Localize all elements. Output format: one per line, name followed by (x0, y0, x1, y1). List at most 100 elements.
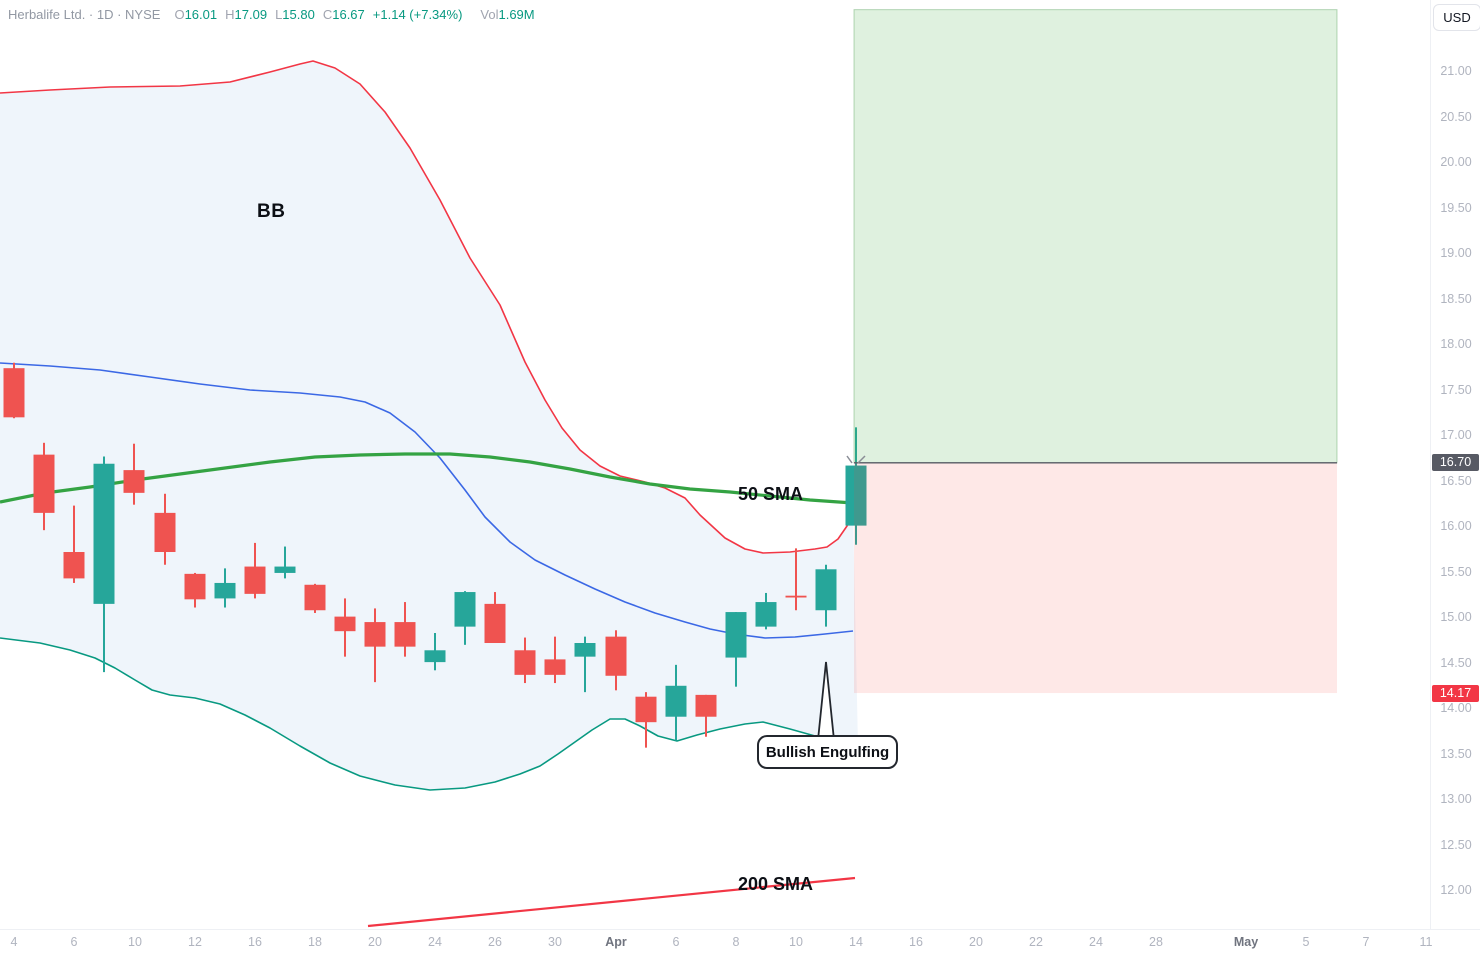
price-axis-label: 13.00 (1440, 792, 1472, 807)
chart-svg (0, 9, 1338, 928)
bb-fill (0, 61, 858, 790)
time-axis-label: 4 (10, 935, 18, 949)
time-axis-label: 20 (969, 935, 983, 949)
candlestick (845, 465, 867, 526)
candlestick (93, 463, 115, 604)
volume-value: 1.69M (498, 7, 535, 22)
candlestick (514, 650, 536, 675)
time-axis-label: May (1233, 935, 1259, 949)
ohlc-value: 15.80 (282, 7, 315, 22)
symbol-legend: Herbalife Ltd. · 1D · NYSE O16.01 H17.09 L… (8, 7, 535, 22)
candlestick (424, 650, 446, 663)
candlestick (123, 470, 145, 493)
time-axis-label: 7 (1362, 935, 1370, 949)
candlestick (815, 569, 837, 611)
time-axis-label: 16 (909, 935, 923, 949)
drawing-anchor-icon (846, 455, 866, 464)
time-axis-label: 24 (1089, 935, 1103, 949)
sma200-indicator-label: 200 SMA (738, 874, 814, 894)
bb-upper-line[interactable] (0, 60, 854, 554)
candlestick (574, 643, 596, 657)
time-axis-label: 26 (488, 935, 502, 949)
time-axis-label: 6 (70, 935, 78, 949)
ohlc-group: O16.01 H17.09 L15.80 C16.67 (174, 7, 372, 22)
price-axis-label: 17.00 (1440, 428, 1472, 443)
time-axis-label: 14 (849, 935, 863, 949)
time-axis-label: 10 (128, 935, 142, 949)
ohlc-letter: L (275, 7, 283, 22)
sma50-indicator-label: 50 SMA (738, 484, 804, 504)
sma200-line[interactable] (367, 876, 856, 928)
price-axis-label: 15.50 (1440, 564, 1472, 579)
candlestick (695, 694, 717, 717)
long-position-target-box[interactable] (853, 9, 1338, 464)
candlestick (274, 566, 296, 573)
candlestick (184, 573, 206, 600)
time-axis[interactable]: 4 6 10 12 16 18 20 24 26 30 Apr 6 8 10 14 16 20 22 24 28 May… (0, 929, 1480, 955)
price-axis-label: 17.50 (1440, 382, 1472, 397)
ohlc-item: O16.01 (174, 7, 217, 22)
price-axis[interactable]: 21.00 20.50 20.00 19.50 19.00 18.50 18.00 17.50… (1430, 0, 1480, 929)
price-axis-label: 19.00 (1440, 246, 1472, 261)
price-axis-label: 16.50 (1440, 473, 1472, 488)
candlestick (484, 603, 506, 644)
stop-price-badge: 14.17 (1432, 684, 1479, 702)
ohlc-item: L15.80 (275, 7, 315, 22)
time-axis-label: 12 (188, 935, 202, 949)
price-axis-label: 15.00 (1440, 610, 1472, 625)
price-axis-label: 12.50 (1440, 837, 1472, 852)
chart-area[interactable]: Herbalife Ltd. · 1D · NYSE O16.01 H17.09 L… (0, 0, 1430, 929)
candlestick (785, 595, 807, 598)
candlestick (755, 602, 777, 627)
ohlc-value: 16.67 (332, 7, 365, 22)
candlestick (33, 454, 55, 513)
time-axis-label: Apr (605, 935, 627, 949)
time-axis-label: 6 (672, 935, 680, 949)
time-axis-label: 18 (308, 935, 322, 949)
bullish-engulfing-callout[interactable]: Bullish Engulfing (757, 735, 898, 769)
price-axis-label: 14.00 (1440, 701, 1472, 716)
price-axis-label: 18.50 (1440, 291, 1472, 306)
candlestick (334, 616, 356, 632)
ohlc-item: C16.67 (323, 7, 365, 22)
candlestick (665, 685, 687, 717)
candlestick (304, 584, 326, 611)
price-axis-label: 19.50 (1440, 200, 1472, 215)
long-position-stop-box[interactable] (854, 462, 1337, 694)
candlestick (635, 696, 657, 723)
ohlc-letter: C (322, 7, 333, 22)
price-axis-label: 20.00 (1440, 155, 1472, 170)
time-axis-label: 24 (428, 935, 442, 949)
entry-price-badge: 16.70 (1432, 454, 1479, 472)
candlestick (364, 622, 386, 647)
time-axis-label: 5 (1302, 935, 1310, 949)
price-axis-label: 18.00 (1440, 337, 1472, 352)
volume-group: Vol1.69M (480, 7, 534, 22)
candlestick (605, 636, 627, 676)
price-axis-label: 20.50 (1440, 109, 1472, 124)
candlestick (454, 592, 476, 627)
candlestick (63, 552, 85, 579)
ohlc-value: 16.01 (184, 7, 218, 22)
change-value: +1.14 (+7.34%) (372, 7, 463, 22)
price-axis-label: 13.50 (1440, 746, 1472, 761)
candlestick (3, 368, 25, 418)
bb-indicator-label: BB (257, 201, 286, 222)
price-axis-label: 14.50 (1440, 655, 1472, 670)
sma50-line[interactable] (0, 452, 854, 505)
symbol-title[interactable]: Herbalife Ltd. · 1D · NYSE (8, 7, 161, 22)
candlestick (154, 512, 176, 553)
candlestick (244, 566, 266, 594)
bb-lower-line[interactable] (0, 637, 859, 791)
price-axis-label: 21.00 (1440, 64, 1472, 79)
candlestick (394, 622, 416, 647)
candlestick (725, 612, 747, 658)
price-axis-label: 16.00 (1440, 519, 1472, 534)
currency-button[interactable]: USD (1433, 4, 1480, 31)
time-axis-label: 16 (248, 935, 262, 949)
ohlc-item: H17.09 (225, 7, 267, 22)
time-axis-label: 10 (789, 935, 803, 949)
time-axis-label: 20 (368, 935, 382, 949)
ohlc-letter: O (174, 7, 185, 22)
